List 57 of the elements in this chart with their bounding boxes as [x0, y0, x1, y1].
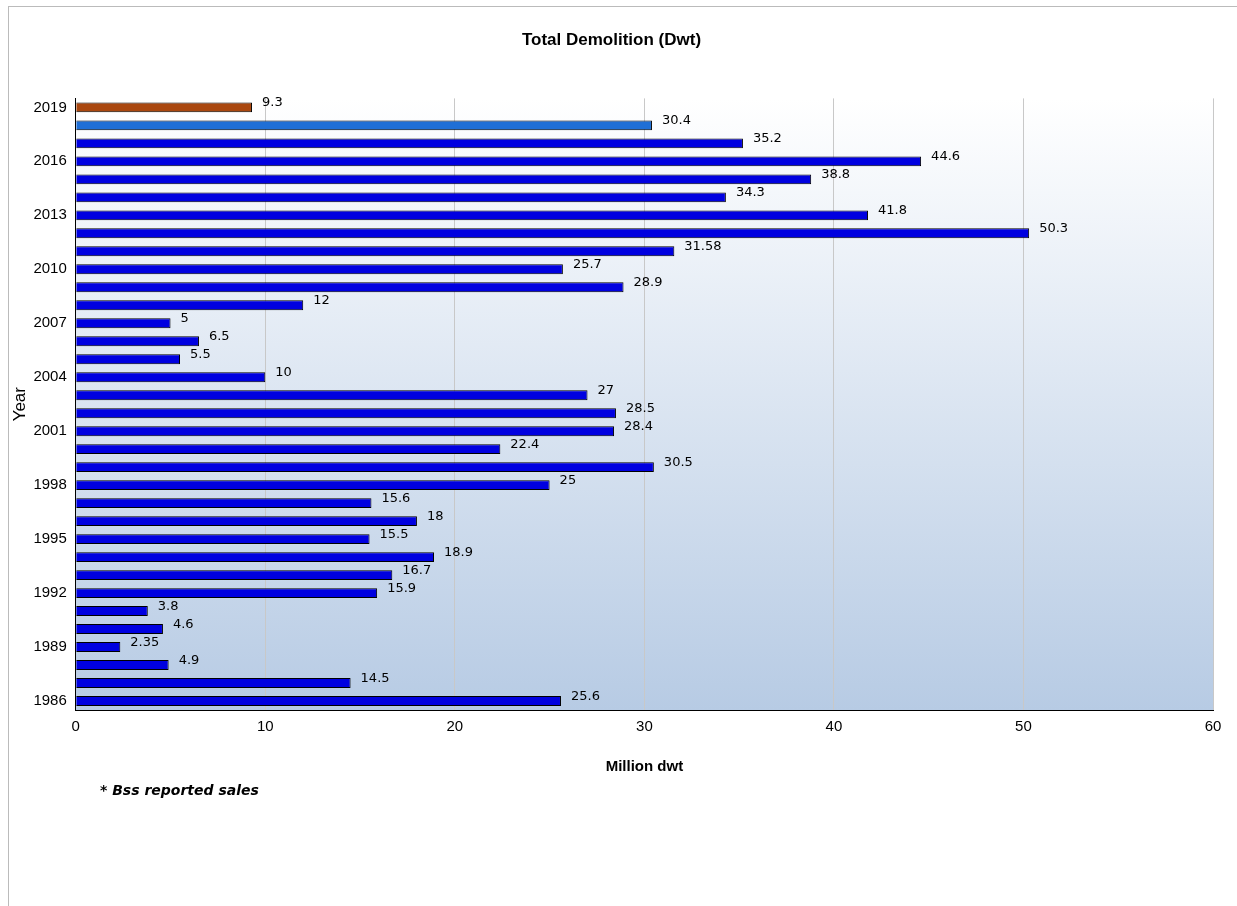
y-tick-label: 1995: [33, 529, 67, 547]
data-label: 3.8: [157, 597, 179, 613]
data-label: 18.9: [444, 543, 473, 559]
data-label: 22.4: [510, 436, 540, 452]
y-tick-label: 2004: [33, 367, 67, 385]
y-tick-label: 1989: [33, 637, 67, 655]
y-tick-label: 2007: [33, 313, 67, 331]
data-label: 35.2: [752, 130, 782, 146]
data-label: 16.7: [402, 561, 432, 577]
data-label: 6.5: [208, 328, 230, 344]
data-label: 9.3: [262, 94, 283, 110]
data-label: 28.5: [625, 400, 655, 416]
y-tick-label: 2013: [33, 205, 67, 223]
data-label: 34.3: [735, 184, 765, 200]
y-tick-label: 1998: [33, 475, 67, 493]
data-label: 4.9: [178, 651, 200, 667]
y-axis-title: Year: [9, 386, 29, 422]
data-label: 30.5: [663, 454, 693, 470]
x-tick-label: 40: [825, 717, 843, 735]
data-label: 50.3: [1039, 220, 1069, 236]
x-tick-label: 30: [636, 717, 653, 735]
data-label: 14.5: [360, 669, 390, 685]
data-label: 15.6: [381, 490, 411, 506]
data-label: 27: [597, 382, 615, 398]
y-tick-label: 1986: [33, 691, 67, 709]
x-tick-label: 0: [71, 717, 80, 735]
y-tick-label: 2016: [33, 151, 67, 169]
data-label: 5.5: [190, 346, 211, 362]
data-label: 28.4: [624, 418, 654, 434]
data-label: 18: [426, 508, 444, 523]
data-label: 15.9: [387, 579, 417, 595]
x-tick-label: 50: [1015, 717, 1032, 735]
data-label: 12: [313, 292, 330, 308]
data-label: 25.6: [570, 687, 600, 703]
data-label: 5: [180, 310, 189, 326]
data-label: 31.58: [684, 238, 722, 254]
y-tick-label: 2010: [33, 259, 67, 277]
data-label: 44.6: [931, 148, 961, 164]
x-axis-title: Million dwt: [605, 757, 684, 775]
x-tick-label: 20: [446, 717, 464, 735]
data-label: 28.9: [633, 274, 663, 290]
data-label: 38.8: [821, 166, 851, 182]
y-tick-label: 1992: [33, 583, 67, 601]
data-label: 10: [275, 364, 292, 380]
data-label: 2.35: [130, 633, 160, 649]
data-label: 4.6: [172, 615, 194, 631]
y-tick-label: 2001: [33, 421, 67, 439]
data-label: 41.8: [878, 202, 907, 218]
text: * Bss reported sales: [100, 782, 259, 798]
data-label: 15.5: [379, 525, 409, 541]
data-label: 30.4: [661, 112, 691, 128]
data-label: 25: [559, 472, 577, 488]
data-label: 25.7: [572, 256, 602, 272]
y-tick-label: 2019: [33, 97, 67, 115]
chart-title: Total Demolition (Dwt): [521, 29, 702, 49]
x-tick-label: 10: [256, 717, 274, 735]
x-tick-label: 60: [1204, 717, 1222, 735]
